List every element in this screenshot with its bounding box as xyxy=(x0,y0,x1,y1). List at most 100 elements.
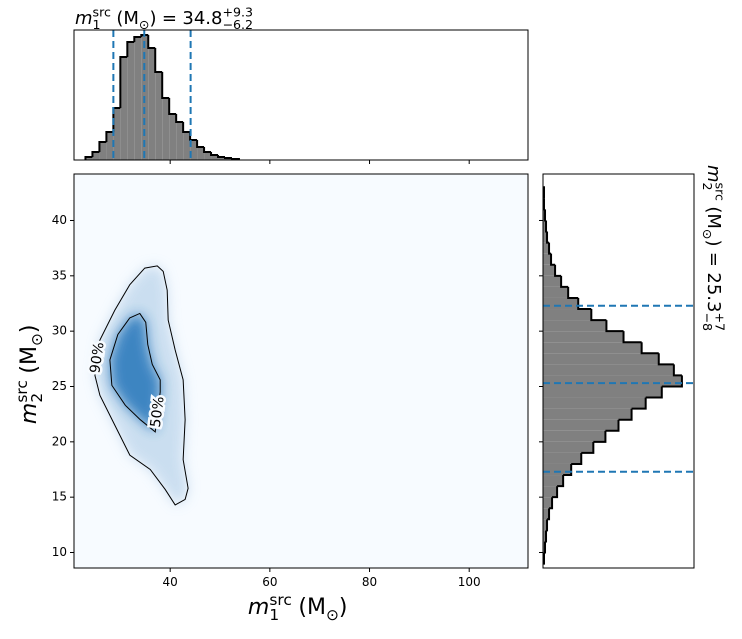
hist-bar xyxy=(543,253,552,265)
label-part: ⊙ xyxy=(28,333,46,346)
hist-bar xyxy=(113,108,121,160)
hist-bar xyxy=(543,475,564,487)
hist-step xyxy=(563,463,573,477)
x-tick-label: 80 xyxy=(362,575,377,589)
hist-step xyxy=(548,242,552,255)
hist-bar xyxy=(543,220,547,232)
hist-bar xyxy=(543,275,562,287)
hist-bar xyxy=(543,508,550,520)
label-part: ) xyxy=(339,595,348,620)
hist-bar xyxy=(85,157,93,160)
hist-bar xyxy=(543,486,558,498)
hist-bar xyxy=(543,530,547,542)
hist-step xyxy=(631,397,647,410)
label-part: 34.8 xyxy=(182,8,222,29)
hist-bar xyxy=(92,152,100,160)
hist-bar xyxy=(543,264,556,276)
hist-bar xyxy=(543,286,569,298)
label-part: m xyxy=(703,165,724,183)
label-part: −6.2 xyxy=(222,17,253,32)
hist-bar xyxy=(543,364,674,376)
hist-bar xyxy=(543,331,624,343)
hist-step xyxy=(224,157,232,159)
hist-bar xyxy=(543,320,607,332)
hist-step xyxy=(560,275,569,288)
hist-bar xyxy=(543,430,606,442)
hist-bar xyxy=(134,37,142,160)
label-part: src xyxy=(93,4,111,19)
label-part: (M xyxy=(703,206,724,229)
y-tick-label: 30 xyxy=(52,324,67,338)
label-part: m xyxy=(17,403,42,424)
hist-bar xyxy=(106,132,114,160)
hist-bar xyxy=(127,42,135,160)
hist-step xyxy=(175,114,184,123)
hist-step xyxy=(549,497,554,510)
y-tick-label: 15 xyxy=(52,490,67,504)
hist-bar xyxy=(543,297,579,310)
right-frame xyxy=(542,173,695,569)
hist-step xyxy=(217,155,226,158)
hist-step xyxy=(105,131,114,142)
hist-bar xyxy=(543,463,572,476)
hist-step xyxy=(581,441,595,454)
hist-bar xyxy=(218,157,226,160)
hist-step xyxy=(577,297,592,311)
hist-step xyxy=(605,320,624,333)
hist-step xyxy=(546,519,549,532)
hist-step xyxy=(622,331,642,344)
hist-bar xyxy=(176,122,184,160)
hist-step xyxy=(203,147,212,153)
label-part: ⊙ xyxy=(139,17,150,32)
label-part: 25.3 xyxy=(703,272,724,312)
hist-step xyxy=(545,220,548,233)
hist-bar xyxy=(543,231,548,243)
hist-step xyxy=(567,286,579,299)
hist-bar xyxy=(543,353,659,365)
label-part: 2 xyxy=(700,183,715,191)
y-tick-label: 25 xyxy=(52,379,67,393)
hist-bar xyxy=(169,114,177,160)
x-tick-label: 40 xyxy=(163,575,178,589)
hist-bar xyxy=(543,452,582,464)
label-part: ⊙ xyxy=(700,229,715,240)
y-tick-label: 20 xyxy=(52,434,67,448)
hist-bar xyxy=(543,209,546,221)
hist-step xyxy=(546,231,550,244)
label-part: src xyxy=(269,591,291,609)
hist-bar xyxy=(543,441,594,453)
hist-step xyxy=(544,209,547,222)
hist-step xyxy=(126,41,135,57)
contour-line xyxy=(109,312,161,433)
label-part: = xyxy=(162,8,177,29)
hist-step xyxy=(182,122,191,133)
hist-step xyxy=(98,141,107,152)
hist-bar xyxy=(99,142,107,160)
hist-step xyxy=(119,56,128,108)
label-part: src xyxy=(13,380,31,402)
label-part: m xyxy=(75,8,93,29)
label-part: ⊙ xyxy=(326,606,339,624)
label-part: ) xyxy=(17,325,42,334)
hist-bar xyxy=(204,152,212,160)
hist-step xyxy=(161,72,170,99)
hist-step xyxy=(605,419,620,432)
y-tick-label: 35 xyxy=(52,268,67,282)
hist-step xyxy=(557,475,565,488)
hist-step xyxy=(84,156,93,160)
label-part: +9.3 xyxy=(222,4,253,19)
label-part: −8 xyxy=(700,312,715,331)
hist-bar xyxy=(543,408,632,420)
main-frame xyxy=(73,173,529,569)
hist-step xyxy=(672,364,682,377)
hist-step xyxy=(543,198,546,211)
hist-step xyxy=(590,309,607,322)
hist-step xyxy=(545,530,548,543)
hist-step xyxy=(196,140,205,148)
hist-bar xyxy=(543,375,682,387)
hist-step xyxy=(147,35,156,49)
hist-bar xyxy=(190,140,198,160)
